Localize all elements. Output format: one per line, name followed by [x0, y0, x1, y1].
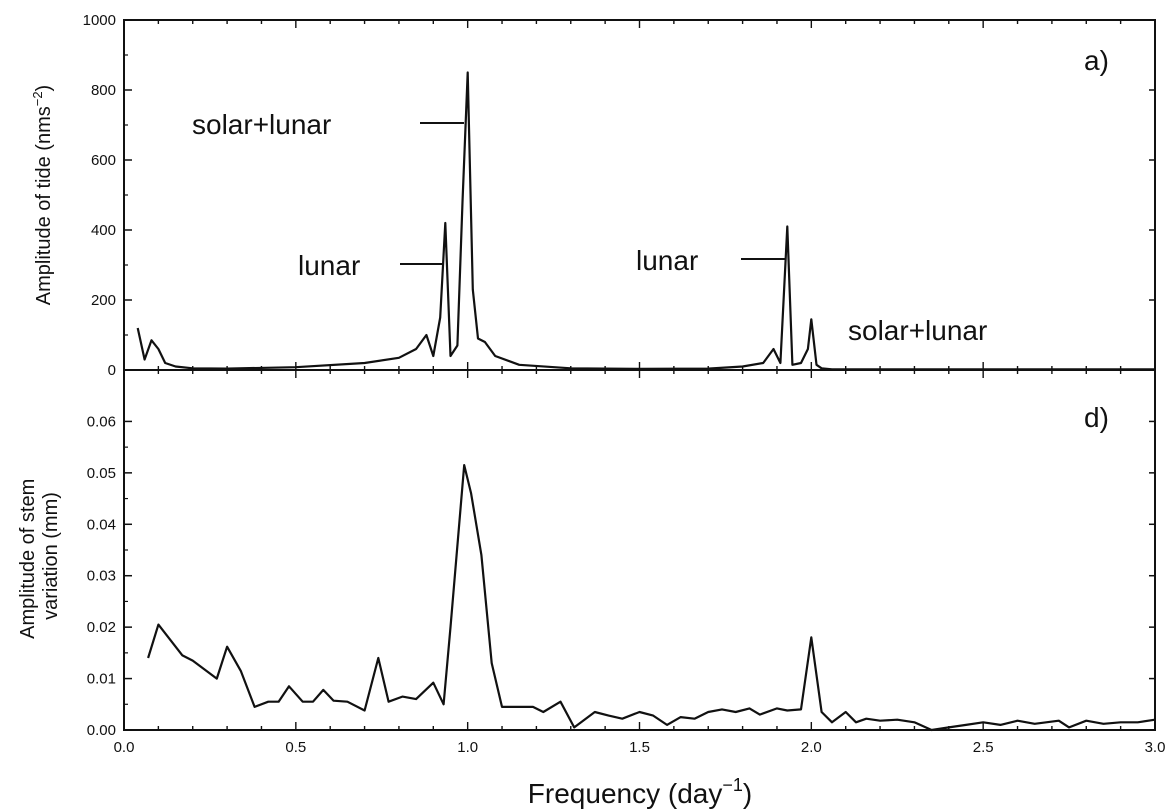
panel-d-y-ticks: 0.00 0.01 0.02 0.03 0.04 0.05 0.06: [87, 413, 1155, 739]
annotation-lunar-diurnal: lunar: [298, 250, 360, 281]
panel-d-stem-amplitude: 0.00 0.01 0.02 0.03 0.04 0.05 0.06 Amplitude o…: [17, 369, 1156, 739]
panel-a-y-ticks: 0 200 400 600 800 1000: [83, 12, 1155, 379]
panel-a-ytick-label: 0: [108, 362, 116, 379]
panel-d-ytick-label: 0.02: [87, 619, 116, 636]
panel-d-ytick-label: 0.03: [87, 568, 116, 585]
panel-d-ytick-label: 0.06: [87, 413, 116, 430]
x-tick-labels: 0.0 0.5 1.0 1.5 2.0 2.5 3.0: [114, 739, 1166, 756]
panel-a-series-line: [136, 71, 1155, 371]
x-tick-label: 0.5: [285, 739, 306, 756]
panel-d-x-ticks: [123, 370, 1156, 730]
panel-d-tag: d): [1084, 402, 1109, 433]
panel-d-ytick-label: 0.01: [87, 671, 116, 688]
panel-a-ylabel-main: Amplitude of tide (nms: [33, 106, 55, 305]
panel-a-ytick-label: 400: [91, 222, 116, 239]
panel-d-y-axis-title: Amplitude of stem variation (mm): [17, 473, 62, 639]
panel-a-ylabel-close: ): [33, 85, 55, 92]
panel-d-ytick-label: 0.00: [87, 722, 116, 739]
panel-a-ytick-label: 1000: [83, 12, 116, 29]
panel-a-frame: [123, 19, 1156, 371]
panel-a-ytick-label: 800: [91, 82, 116, 99]
panel-d-series-line: [147, 464, 1156, 732]
x-tick-label: 1.5: [629, 739, 650, 756]
panel-d-ytick-label: 0.05: [87, 465, 116, 482]
x-axis: 0.0 0.5 1.0 1.5 2.0 2.5 3.0 Frequency (day−1): [114, 739, 1166, 809]
annotation-lunar-semidiurnal: lunar: [636, 245, 698, 276]
x-label-close: ): [743, 778, 752, 809]
x-tick-label: 2.5: [973, 739, 994, 756]
x-label-main: Frequency (day: [528, 778, 723, 809]
x-tick-label: 0.0: [114, 739, 135, 756]
x-label-sup: −1: [722, 775, 743, 795]
panel-d-ylabel-line2: variation (mm): [40, 492, 62, 620]
panel-a-y-axis-title: Amplitude of tide (nms−2): [30, 85, 55, 305]
annotation-solar-lunar-semidiurnal: solar+lunar: [848, 315, 987, 346]
annotation-solar-lunar-diurnal: solar+lunar: [192, 109, 331, 140]
panel-d-ylabel-line1: Amplitude of stem: [17, 479, 39, 639]
panel-a-tide-amplitude: 0 200 400 600 800 1000 Amplitude of tide (nms…: [30, 12, 1156, 379]
x-tick-label: 3.0: [1145, 739, 1166, 756]
panel-a-tag: a): [1084, 45, 1109, 76]
panel-d-ytick-label: 0.04: [87, 516, 116, 533]
panel-a-ytick-label: 200: [91, 292, 116, 309]
panel-a-x-ticks: [123, 20, 1156, 370]
x-axis-title: Frequency (day−1): [528, 775, 752, 809]
x-tick-label: 2.0: [801, 739, 822, 756]
panel-a-ylabel-sup: −2: [30, 91, 45, 106]
x-tick-label: 1.0: [457, 739, 478, 756]
panel-d-frame: [123, 369, 1156, 731]
panel-a-ytick-label: 600: [91, 152, 116, 169]
